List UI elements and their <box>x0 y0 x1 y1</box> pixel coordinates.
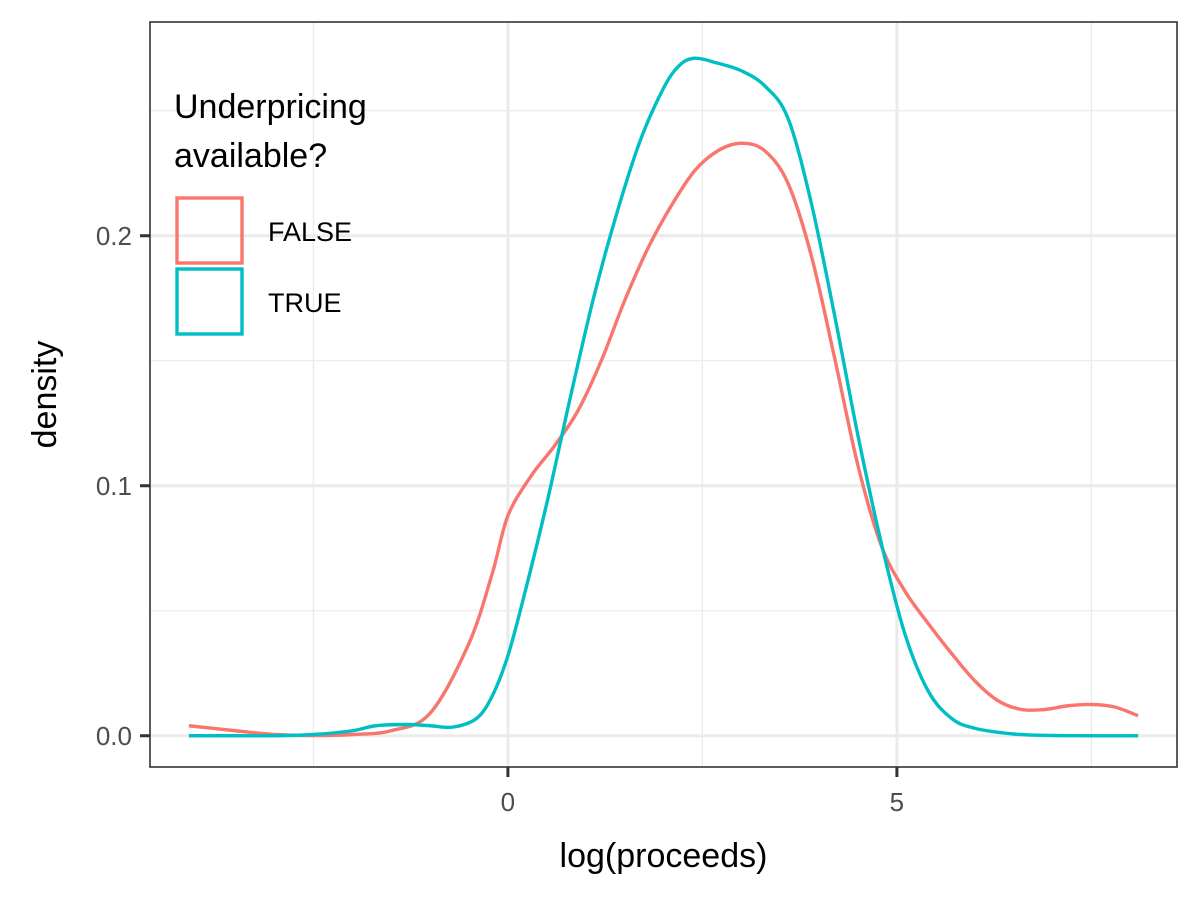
legend: Underpricing available? FALSE TRUE <box>174 88 367 336</box>
grid-lines <box>150 22 1177 767</box>
legend-key-true <box>175 267 244 336</box>
x-axis-title: log(proceeds) <box>560 837 768 875</box>
x-tick-label: 5 <box>890 787 904 817</box>
series-lines <box>188 56 1139 738</box>
legend-label-true: TRUE <box>268 288 342 318</box>
y-axis-title: density <box>26 341 64 449</box>
y-tick-label: 0.1 <box>96 471 132 501</box>
y-tick-label: 0.0 <box>96 721 132 751</box>
axes: 0 5 0.0 0.1 0.2 <box>96 221 904 817</box>
legend-title-line-2: available? <box>174 137 327 175</box>
panel-border <box>149 21 1178 768</box>
series-line-false <box>188 141 1139 738</box>
legend-items: FALSE TRUE <box>175 196 352 336</box>
legend-key-false <box>175 196 244 265</box>
legend-label-false: FALSE <box>268 217 352 247</box>
series-line-true <box>188 56 1139 738</box>
legend-title-line-1: Underpricing <box>174 88 367 126</box>
x-tick-label: 0 <box>501 787 515 817</box>
y-tick-label: 0.2 <box>96 221 132 251</box>
